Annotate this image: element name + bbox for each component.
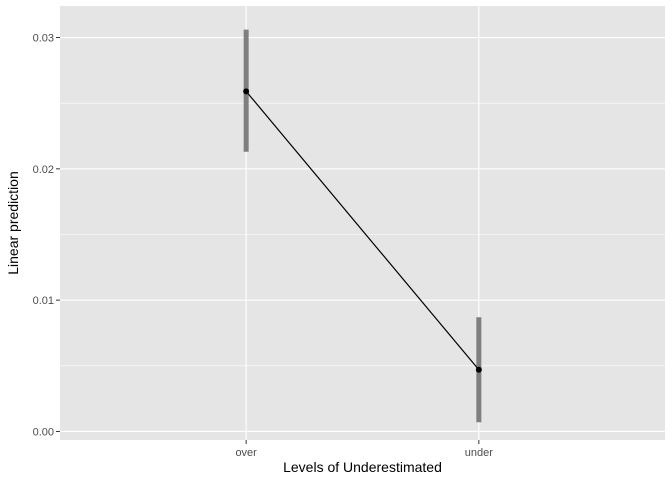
x-tick-label: under: [465, 447, 493, 459]
minor-gridlines: [60, 102, 665, 367]
x-tick-label: over: [235, 447, 257, 459]
y-tick-label: 0.01: [33, 295, 54, 307]
y-tick-label: 0.00: [33, 426, 54, 438]
series-line: [245, 90, 480, 371]
y-tick-label: 0.03: [33, 33, 54, 45]
x-axis: over under: [235, 440, 493, 459]
y-axis: 0.00 0.01 0.02 0.03: [33, 33, 60, 438]
y-axis-title: Linear prediction: [5, 171, 21, 275]
y-tick-label: 0.02: [33, 164, 54, 176]
data-point: [475, 366, 482, 373]
series-line: [245, 90, 480, 371]
data-points: [243, 88, 482, 373]
data-point: [243, 88, 250, 95]
x-axis-title: Levels of Underestimated: [283, 459, 442, 475]
plot-panel: [60, 6, 665, 440]
